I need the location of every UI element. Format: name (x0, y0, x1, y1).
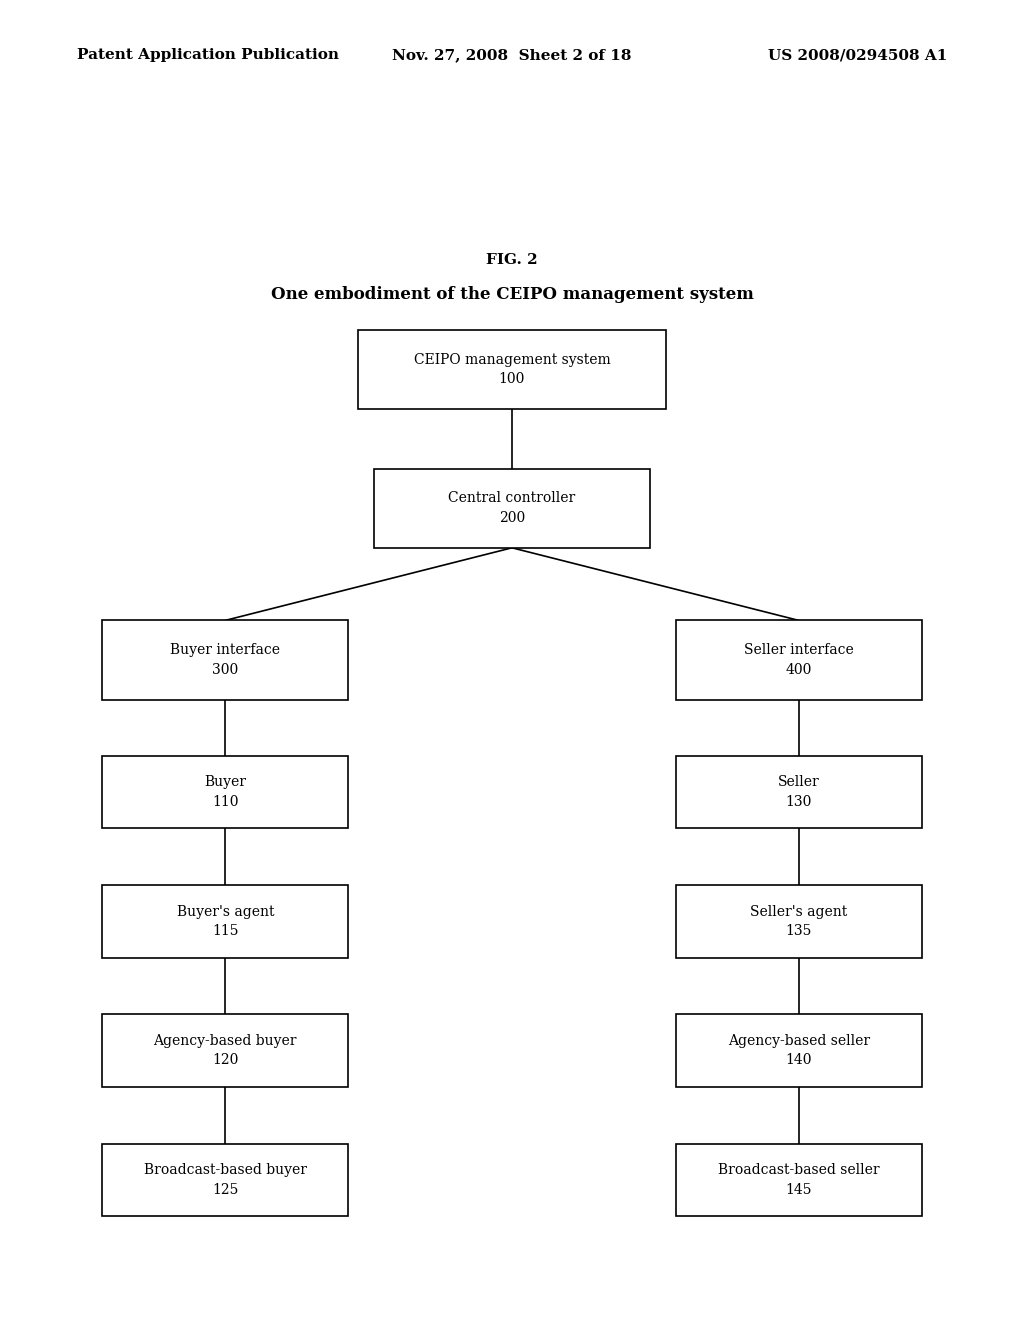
Text: US 2008/0294508 A1: US 2008/0294508 A1 (768, 49, 947, 62)
Text: CEIPO management system
100: CEIPO management system 100 (414, 352, 610, 387)
Bar (102, 886, 348, 958)
Text: Nov. 27, 2008  Sheet 2 of 18: Nov. 27, 2008 Sheet 2 of 18 (392, 49, 632, 62)
Bar (102, 620, 348, 700)
Bar (676, 755, 922, 829)
Text: FIG. 2: FIG. 2 (486, 253, 538, 267)
Text: Patent Application Publication: Patent Application Publication (77, 49, 339, 62)
Text: Buyer interface
300: Buyer interface 300 (170, 643, 281, 677)
Bar (102, 1014, 348, 1088)
Text: Buyer
110: Buyer 110 (204, 775, 247, 809)
Bar (102, 755, 348, 829)
Bar (102, 1143, 348, 1217)
Text: Buyer's agent
115: Buyer's agent 115 (176, 904, 274, 939)
Text: Central controller
200: Central controller 200 (449, 491, 575, 525)
Bar (676, 620, 922, 700)
Text: Seller
130: Seller 130 (778, 775, 819, 809)
Text: Agency-based buyer
120: Agency-based buyer 120 (154, 1034, 297, 1068)
Text: One embodiment of the CEIPO management system: One embodiment of the CEIPO management s… (270, 286, 754, 302)
Text: Seller interface
400: Seller interface 400 (743, 643, 854, 677)
Text: Broadcast-based seller
145: Broadcast-based seller 145 (718, 1163, 880, 1197)
Text: Agency-based seller
140: Agency-based seller 140 (728, 1034, 869, 1068)
Bar (374, 469, 650, 548)
Bar (358, 330, 666, 409)
Bar (676, 886, 922, 958)
Bar (676, 1014, 922, 1088)
Text: Seller's agent
135: Seller's agent 135 (751, 904, 847, 939)
Bar (676, 1143, 922, 1217)
Text: Broadcast-based buyer
125: Broadcast-based buyer 125 (143, 1163, 307, 1197)
